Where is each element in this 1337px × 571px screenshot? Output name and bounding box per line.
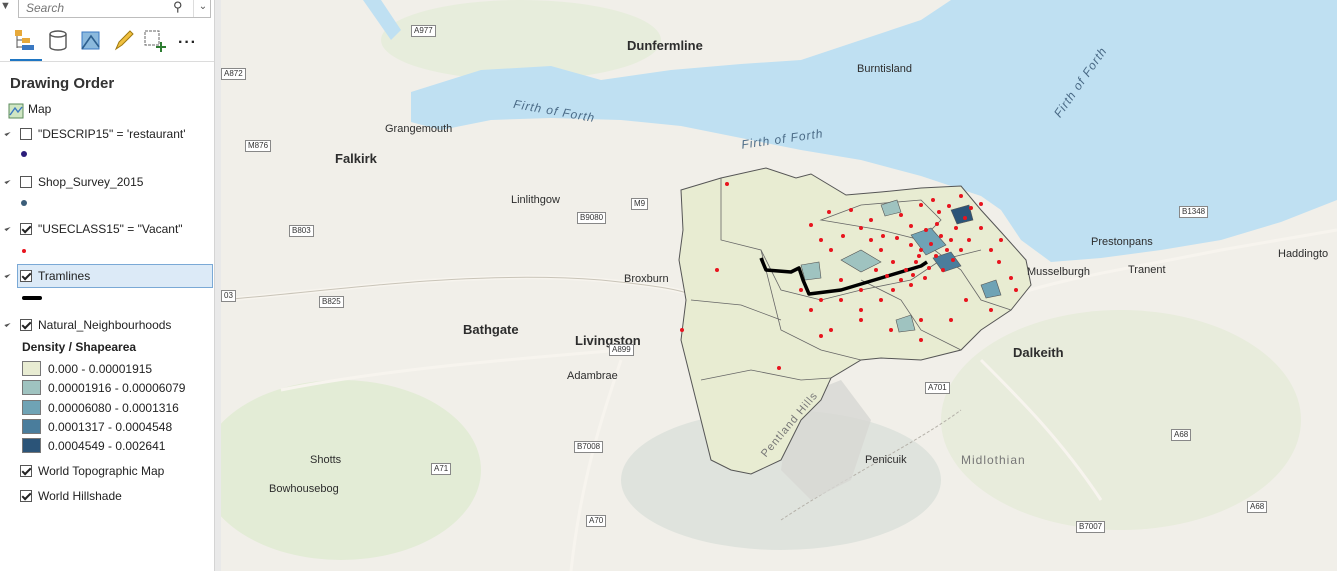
- town-label: Grangemouth: [385, 123, 453, 135]
- town-label: Musselburgh: [1027, 266, 1090, 278]
- legend-class-label: 0.00001916 - 0.00006079: [48, 381, 186, 395]
- road-shield: B7008: [574, 441, 604, 453]
- legend-class-label: 0.0004549 - 0.002641: [48, 439, 166, 453]
- legend-swatch: [22, 380, 41, 395]
- road-shield: M9: [631, 198, 649, 210]
- town-label: Dunfermline: [627, 38, 703, 53]
- road-shield: A68: [1247, 501, 1268, 513]
- search-box[interactable]: ⚲ ⌄: [18, 0, 211, 18]
- road-shield: A899: [609, 344, 634, 356]
- layer-visibility-checkbox[interactable]: [20, 270, 32, 282]
- road-shield: A68: [1171, 429, 1192, 441]
- legend-swatch: [22, 419, 41, 434]
- layer-label-map: Map: [28, 102, 52, 116]
- road-shield: M876: [245, 140, 272, 152]
- map-view[interactable]: Dunfermline Burntisland Grangemouth Falk…: [221, 0, 1337, 571]
- panel-title: Drawing Order: [10, 75, 115, 92]
- legend-heading: Density / Shapearea: [22, 340, 137, 354]
- road-shield: A872: [221, 68, 246, 80]
- town-label: Penicuik: [865, 454, 907, 466]
- layer-label: "USECLASS15" = "Vacant": [38, 222, 183, 236]
- list-by-snapping-icon[interactable]: [142, 28, 168, 54]
- list-by-drawing-order-icon[interactable]: [12, 28, 38, 54]
- legend-class-label: 0.000 - 0.00001915: [48, 362, 153, 376]
- active-tab-indicator: [10, 59, 42, 61]
- road-shield: A70: [586, 515, 607, 527]
- layer-visibility-checkbox[interactable]: [20, 176, 32, 188]
- expand-arrow-icon[interactable]: [4, 177, 11, 185]
- point-symbol-icon: [21, 151, 27, 157]
- road-shield: B1348: [1179, 206, 1209, 218]
- expand-arrow-icon[interactable]: [4, 271, 11, 279]
- legend-swatch: [22, 438, 41, 453]
- chevron-down-icon[interactable]: ⌄: [193, 0, 212, 17]
- road-shield: B9080: [577, 212, 607, 224]
- search-input[interactable]: [24, 0, 168, 16]
- town-label: Bathgate: [463, 322, 519, 337]
- town-label: Tranent: [1128, 264, 1166, 276]
- list-by-editing-icon[interactable]: [111, 28, 137, 54]
- town-label: Falkirk: [335, 151, 377, 166]
- filter-icon[interactable]: ▼: [0, 0, 11, 12]
- town-label: Prestonpans: [1091, 236, 1153, 248]
- map-icon: [8, 103, 24, 122]
- layer-label: Natural_Neighbourhoods: [38, 318, 172, 332]
- road-shield: B803: [289, 225, 314, 237]
- legend-class-label: 0.0001317 - 0.0004548: [48, 420, 173, 434]
- line-symbol-icon: [22, 296, 42, 300]
- search-icon[interactable]: ⚲: [173, 0, 183, 14]
- road-shield: A701: [925, 382, 950, 394]
- layer-visibility-checkbox[interactable]: [20, 319, 32, 331]
- contents-pane: ▼ ⚲ ⌄: [0, 0, 214, 571]
- road-shield: B825: [319, 296, 344, 308]
- layer-label: Tramlines: [38, 269, 91, 283]
- road-shield: A977: [411, 25, 436, 37]
- point-symbol-icon: [21, 200, 27, 206]
- road-shield: A71: [431, 463, 452, 475]
- layer-label: Shop_Survey_2015: [38, 175, 144, 189]
- town-label: Dalkeith: [1013, 345, 1064, 360]
- expand-arrow-icon[interactable]: [4, 320, 11, 328]
- point-symbol-icon: [22, 249, 26, 253]
- layer-visibility-checkbox[interactable]: [20, 490, 32, 502]
- layer-label: World Topographic Map: [38, 464, 165, 478]
- legend-class-label: 0.00006080 - 0.0001316: [48, 401, 179, 415]
- vacant-points: [680, 182, 1018, 370]
- list-by-source-icon[interactable]: [45, 28, 71, 54]
- layer-visibility-checkbox[interactable]: [20, 223, 32, 235]
- region-label: Midlothian: [961, 453, 1026, 467]
- expand-arrow-icon[interactable]: [4, 129, 11, 137]
- town-label: Burntisland: [857, 63, 913, 75]
- town-label: Haddingto: [1278, 248, 1329, 260]
- town-label: Shotts: [310, 454, 342, 466]
- town-label: Bowhousebog: [269, 483, 339, 495]
- legend-swatch: [22, 400, 41, 415]
- town-label: Adambrae: [567, 370, 618, 382]
- basemap: [221, 0, 1337, 571]
- town-label: Broxburn: [624, 273, 669, 285]
- divider: [0, 61, 214, 62]
- expand-arrow-icon[interactable]: [4, 224, 11, 232]
- pane-splitter[interactable]: [214, 0, 222, 571]
- town-label: Linlithgow: [511, 194, 560, 206]
- layer-visibility-checkbox[interactable]: [20, 128, 32, 140]
- layer-visibility-checkbox[interactable]: [20, 465, 32, 477]
- road-shield: 03: [221, 290, 236, 302]
- contents-toolbar: ···: [8, 28, 208, 61]
- layer-label: "DESCRIP15" = 'restaurant': [38, 127, 186, 141]
- more-options-icon[interactable]: ···: [178, 34, 197, 51]
- layer-label: World Hillshade: [38, 489, 122, 503]
- road-shield: B7007: [1076, 521, 1106, 533]
- list-by-selection-icon[interactable]: [78, 28, 104, 54]
- legend-swatch: [22, 361, 41, 376]
- selected-layer-highlight: [17, 264, 213, 288]
